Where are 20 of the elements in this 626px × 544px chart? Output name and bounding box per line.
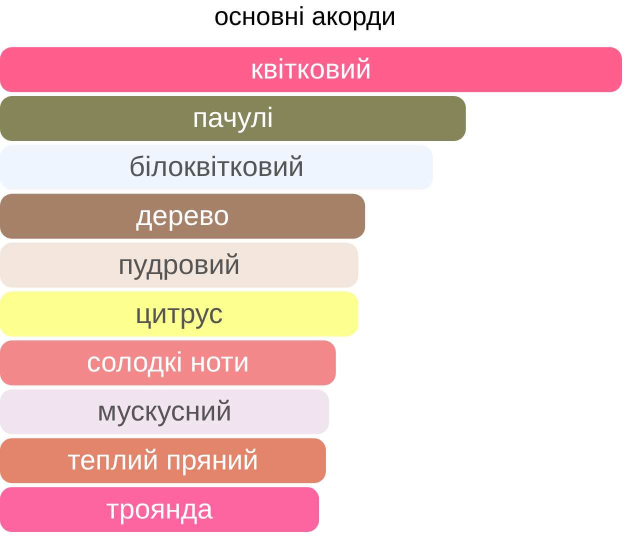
bar (0, 242, 358, 288)
y-tick-label: троянда (106, 493, 214, 524)
bar (0, 389, 330, 434)
bar (0, 96, 466, 142)
y-tick-label: цитрус (135, 298, 223, 329)
bar (0, 438, 326, 484)
y-tick-label: білоквітковий (128, 151, 304, 182)
y-tick-label: теплий пряний (67, 444, 258, 476)
y-tick-label: квітковий (250, 53, 372, 84)
y-tick-label: дерево (136, 200, 230, 231)
y-tick-label: пачулі (192, 102, 274, 134)
bar (0, 292, 358, 337)
bar (0, 47, 622, 92)
bar (0, 194, 366, 239)
y-tick-label: солодкі ноти (86, 346, 250, 378)
bar (0, 487, 320, 532)
chart-title: основні акорди (214, 0, 396, 31)
bar (0, 340, 336, 386)
y-tick-label: мускусний (97, 396, 232, 427)
y-tick-label: пудровий (118, 248, 240, 280)
